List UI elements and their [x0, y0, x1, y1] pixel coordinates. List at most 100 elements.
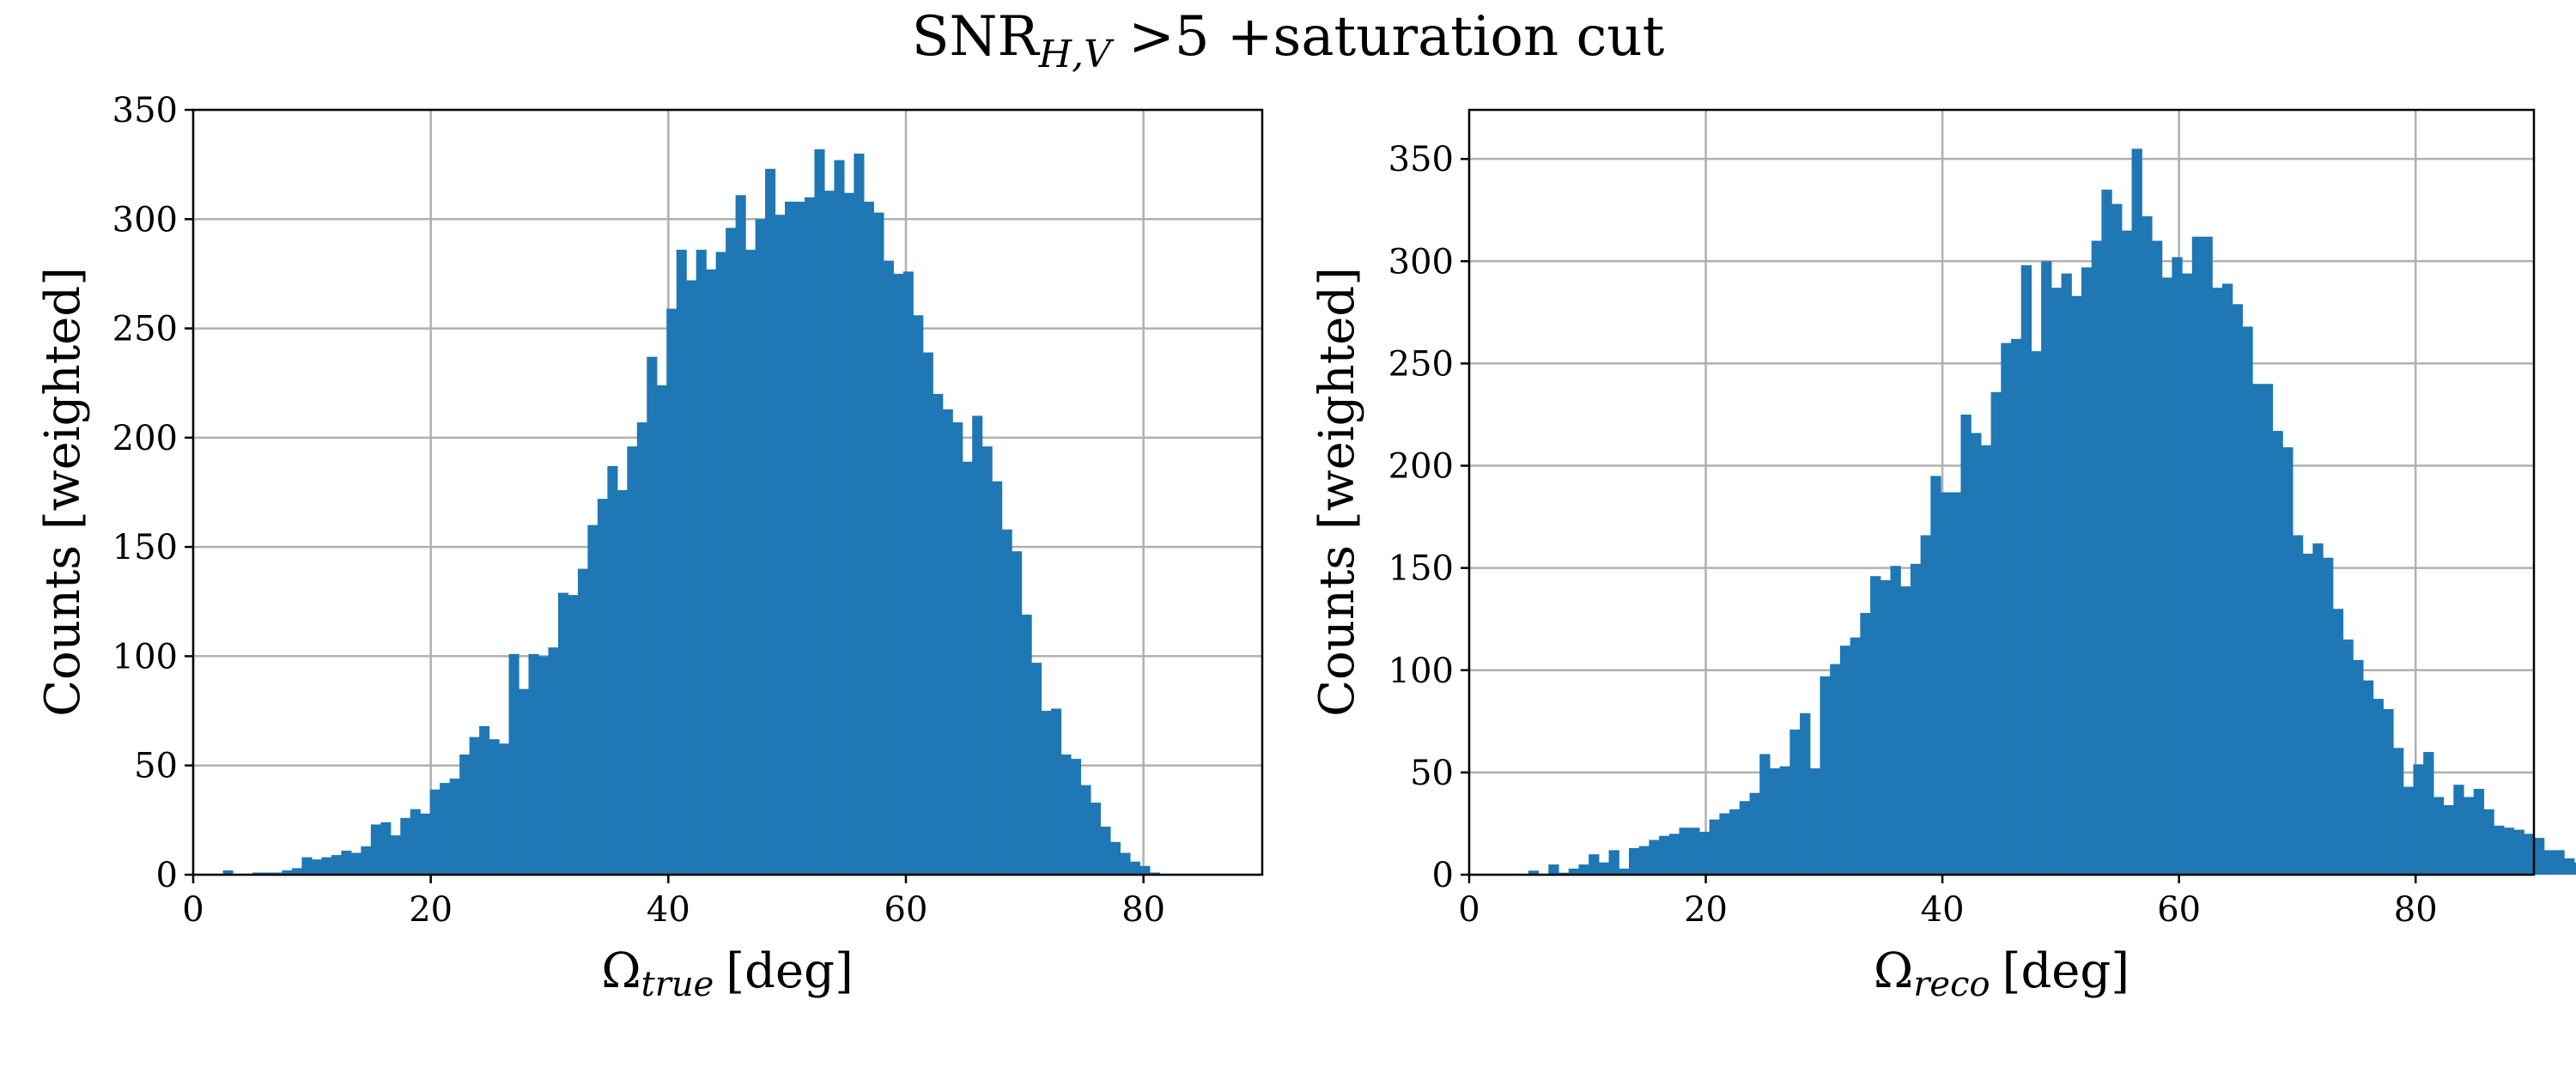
y-tick-label: 200	[112, 419, 178, 458]
histogram-bar	[2403, 786, 2415, 875]
x-tick-label: 60	[2157, 890, 2201, 930]
histogram-bar	[706, 269, 717, 875]
histogram-bar	[449, 778, 460, 875]
histogram-bar	[489, 739, 500, 875]
y-tick-label: 0	[156, 856, 178, 895]
histogram-bar	[785, 201, 796, 876]
histogram-bar	[814, 149, 825, 875]
title-rest: >5 +saturation cut	[1111, 5, 1665, 69]
histogram-bar	[2111, 203, 2123, 875]
x-tick-label: 80	[2394, 890, 2438, 930]
histogram-bar	[2020, 265, 2032, 875]
histogram-bar	[1629, 848, 1640, 875]
histogram-bar	[222, 870, 234, 875]
histogram-bar	[2142, 215, 2153, 876]
histogram-bar	[2071, 295, 2082, 875]
histogram-bar	[459, 754, 471, 875]
histogram-bar	[321, 857, 332, 875]
histogram-bar	[2383, 709, 2394, 875]
histogram-bar	[1950, 492, 1962, 875]
histogram-bar	[587, 524, 598, 875]
histogram-bar	[2001, 343, 2012, 875]
histogram-bar	[755, 219, 766, 876]
y-tick-label: 100	[112, 637, 178, 676]
y-axis-label: Counts [weighted]	[35, 267, 91, 717]
histogram-bar	[922, 352, 933, 875]
histogram-bar	[2011, 338, 2022, 876]
histogram-bar	[2524, 834, 2535, 875]
histogram-bar	[410, 809, 421, 875]
histogram-bar	[2272, 431, 2283, 875]
histogram-bar	[843, 192, 855, 876]
histogram-bar	[2221, 283, 2233, 875]
histogram-bar	[2473, 788, 2485, 875]
histogram-bar	[390, 835, 401, 875]
histogram-bar	[311, 859, 322, 875]
histogram-bar	[775, 215, 786, 876]
histogram-bar	[1139, 865, 1151, 875]
histogram-bar	[597, 499, 608, 875]
histogram-bar	[1080, 785, 1091, 875]
histogram-bar	[627, 446, 638, 875]
histogram-bar	[1960, 414, 1971, 875]
histogram-bar	[1839, 646, 1851, 875]
histogram-bar	[420, 813, 431, 875]
histogram-bar	[2464, 797, 2475, 875]
histogram-bar	[1900, 586, 1911, 875]
histogram-bar	[981, 446, 993, 875]
x-tick-label: 40	[1921, 890, 1965, 930]
y-tick-label: 150	[1388, 549, 1454, 589]
histogram-bar	[1820, 676, 1831, 875]
histogram-bar	[1759, 754, 1771, 875]
histogram-bar	[1619, 868, 1630, 875]
x-axis-subscript: true	[641, 965, 714, 1004]
histogram-bar	[429, 789, 440, 875]
histogram-bar	[262, 872, 273, 875]
histogram-bar	[873, 212, 884, 876]
y-tick-label: 150	[112, 528, 178, 567]
histogram-bar	[1598, 862, 1610, 875]
ticks: 0 20 40 60 80 0 50 100 150 200 250 300 350	[1388, 140, 2438, 930]
histogram-bar	[2453, 785, 2464, 875]
histogram-bar	[370, 824, 381, 875]
histogram-bar	[1568, 868, 1580, 875]
histogram-bar	[2513, 829, 2524, 875]
histogram-bar	[1071, 759, 1082, 875]
histogram-bar	[1971, 433, 1982, 876]
histogram-bar	[715, 252, 726, 875]
histogram-bar	[636, 422, 647, 876]
histogram-bar	[617, 489, 628, 875]
histogram-bar	[647, 356, 658, 875]
histogram-bar	[726, 227, 737, 875]
histogram-bar	[1809, 768, 1821, 875]
x-axis-unit: [deg]	[2002, 943, 2130, 999]
histogram-bar	[1129, 861, 1140, 875]
histogram-bar	[1149, 872, 1160, 875]
histogram-bar	[2091, 240, 2103, 875]
x-axis-subscript: reco	[1913, 965, 1990, 1004]
axes-frame	[191, 108, 1264, 876]
histogram-bar	[933, 393, 944, 875]
histogram-bar	[1910, 563, 1922, 875]
title-subscript: H,V	[1038, 33, 1115, 76]
histogram-bar	[893, 273, 904, 875]
histogram-bar	[2433, 797, 2445, 875]
histogram-bar	[2081, 267, 2093, 875]
histogram-bar	[1739, 801, 1751, 875]
histogram-bar	[1638, 846, 1650, 875]
histogram-bar	[2503, 827, 2515, 875]
histogram-bar	[823, 191, 835, 876]
y-tick-label: 350	[1388, 140, 1454, 179]
histogram-bar	[794, 201, 805, 876]
histogram-bar	[1880, 579, 1892, 875]
x-tick-label: 60	[884, 890, 928, 930]
histogram-bar	[1668, 834, 1680, 875]
histogram-bar	[1830, 664, 1841, 875]
histogram-bar	[952, 422, 963, 876]
histogram-bar	[1109, 841, 1121, 875]
histogram-bar	[2362, 680, 2374, 875]
histogram-bar	[499, 743, 510, 875]
histogram-bar	[271, 872, 283, 875]
histogram-bar	[1031, 663, 1042, 875]
histogram-bar	[341, 850, 352, 875]
